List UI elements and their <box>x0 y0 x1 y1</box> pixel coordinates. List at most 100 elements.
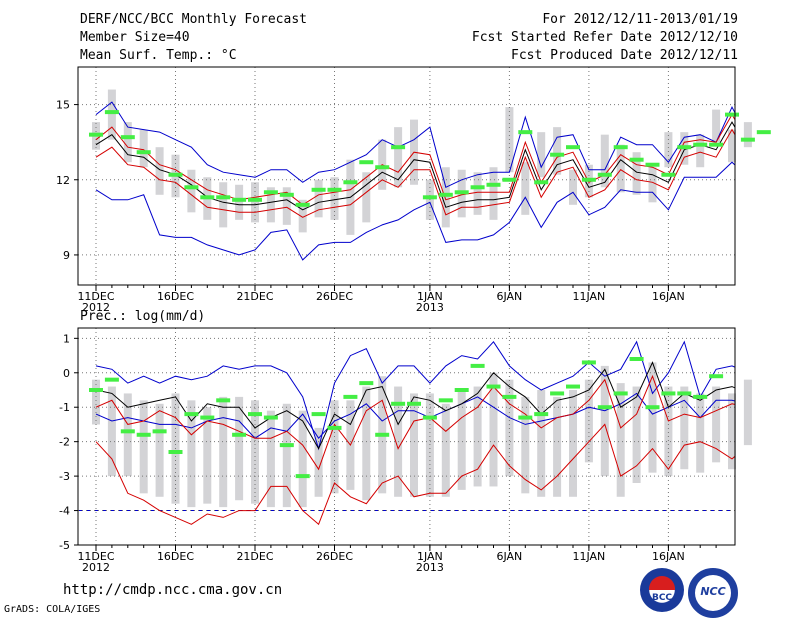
prec-observed-marker <box>518 415 533 420</box>
ncc-logo-inner <box>695 575 731 611</box>
temp-observed-marker <box>486 182 501 187</box>
temp-observed-marker <box>391 145 406 150</box>
prec-spread-box <box>314 427 323 497</box>
prec-x-tick-label: 6JAN <box>496 550 522 563</box>
temp-observed-marker <box>470 185 485 190</box>
prec-spread-box <box>92 379 100 425</box>
prec-spread-box <box>505 379 514 477</box>
temp-observed-marker <box>581 177 596 182</box>
prec-observed-marker <box>263 415 278 420</box>
temp-spread-box <box>266 187 275 223</box>
temp-observed-marker <box>120 135 135 140</box>
prec-x-tick-label: 16DEC <box>157 550 194 563</box>
prec-observed-marker <box>295 474 310 479</box>
temp-observed-marker <box>677 145 692 150</box>
prec-observed-marker <box>581 360 596 365</box>
prec-y-tick-label: -2 <box>59 436 70 449</box>
bcc-logo-emblem <box>649 576 675 590</box>
temp-observed-marker <box>661 172 676 177</box>
grads-credit: GrADS: COLA/IGES <box>4 604 101 615</box>
temp-spread-box <box>282 187 291 225</box>
temp-observed-marker <box>613 145 628 150</box>
temp-spread-box <box>521 162 530 215</box>
prec-observed-marker <box>120 429 135 434</box>
prec-spread-box <box>489 372 498 487</box>
temp-spread-box <box>330 177 339 220</box>
temp-y-tick-label: 15 <box>56 99 70 112</box>
prec-spread-box <box>123 393 132 477</box>
temp-observed-marker <box>375 165 390 170</box>
temp-spread-box <box>219 182 228 228</box>
temp-x-tick-label: 1JAN <box>417 290 443 303</box>
temp-spread-box <box>187 169 196 213</box>
temp-spread-box <box>107 89 116 140</box>
prec-spread-box <box>473 386 482 487</box>
temp-observed-marker <box>645 162 660 167</box>
prec-observed-marker <box>470 363 485 368</box>
temp-x-tick-label: 11DEC <box>77 290 114 303</box>
prec-spread-box <box>712 386 721 463</box>
prec-spread-box <box>235 396 244 501</box>
footer-url[interactable]: http://cmdp.ncc.cma.gov.cn <box>63 582 283 598</box>
prec-spread-box <box>441 403 450 497</box>
prec-series-lower <box>95 423 735 526</box>
prec-observed-marker <box>597 405 612 410</box>
prec-observed-marker <box>327 425 342 430</box>
prec-spread-box <box>107 386 116 477</box>
temp-observed-marker <box>422 195 437 200</box>
prec-x-tick-label: 26DEC <box>316 550 353 563</box>
temp-frame <box>77 66 736 286</box>
prec-spread-box <box>219 396 228 508</box>
temp-spread-box <box>251 182 259 223</box>
prec-spread-box <box>330 400 339 494</box>
temp-y-tick-label: 12 <box>56 174 70 187</box>
prec-x-tick-label: 16JAN <box>652 550 685 563</box>
temp-observed-marker <box>725 112 739 117</box>
temp-observed-marker <box>295 202 310 207</box>
prec-x-tick-label: 11DEC <box>77 550 114 563</box>
prec-spread-box <box>266 410 275 508</box>
prec-spread-box <box>696 393 705 473</box>
prec-frame <box>77 327 736 546</box>
temp-spread-box <box>235 184 244 220</box>
prec-y-tick-label: -1 <box>59 401 70 414</box>
prec-spread-box <box>521 396 530 494</box>
prec-observed-marker <box>454 388 469 392</box>
prec-spread-box <box>616 383 625 497</box>
temp-x-tick-label: 16JAN <box>652 290 685 303</box>
temp-observed-marker <box>756 130 771 135</box>
prec-spread-box <box>600 365 609 477</box>
temp-x-tick-year: 2013 <box>416 301 444 314</box>
prec-spread-box <box>680 386 689 470</box>
temp-observed-marker <box>693 142 708 147</box>
prec-observed-marker <box>661 391 676 396</box>
temp-spread-box <box>616 144 625 193</box>
temp-spread-box <box>632 152 641 195</box>
bcc-logo-icon: BCC <box>640 568 684 612</box>
temp-spread-box <box>298 199 307 233</box>
prec-y-tick-label: -4 <box>59 505 70 518</box>
temp-x-tick-label: 26DEC <box>316 290 353 303</box>
temp-observed-marker <box>263 190 278 195</box>
prec-x-tick-year: 2012 <box>82 561 110 574</box>
bcc-logo-text: BCC <box>651 593 673 603</box>
prec-observed-marker <box>677 391 692 396</box>
prec-observed-marker <box>422 415 437 420</box>
prec-y-tick-label: -5 <box>59 539 70 552</box>
prec-observed-marker <box>311 412 326 417</box>
temp-series-max <box>95 101 735 189</box>
prec-observed-marker <box>502 394 517 399</box>
prec-spread-box <box>139 400 148 494</box>
prec-y-tick-label: 0 <box>63 367 70 380</box>
prec-observed-marker <box>613 391 628 396</box>
temp-observed-marker <box>550 152 565 157</box>
temp-x-tick-year: 2012 <box>82 301 110 314</box>
temp-spread-box <box>569 169 577 205</box>
temp-observed-marker <box>534 180 549 185</box>
prec-observed-marker <box>438 398 453 403</box>
prec-spread-box <box>457 390 466 490</box>
temp-observed-marker <box>438 192 453 197</box>
temp-y-tick-label: 9 <box>63 249 70 262</box>
